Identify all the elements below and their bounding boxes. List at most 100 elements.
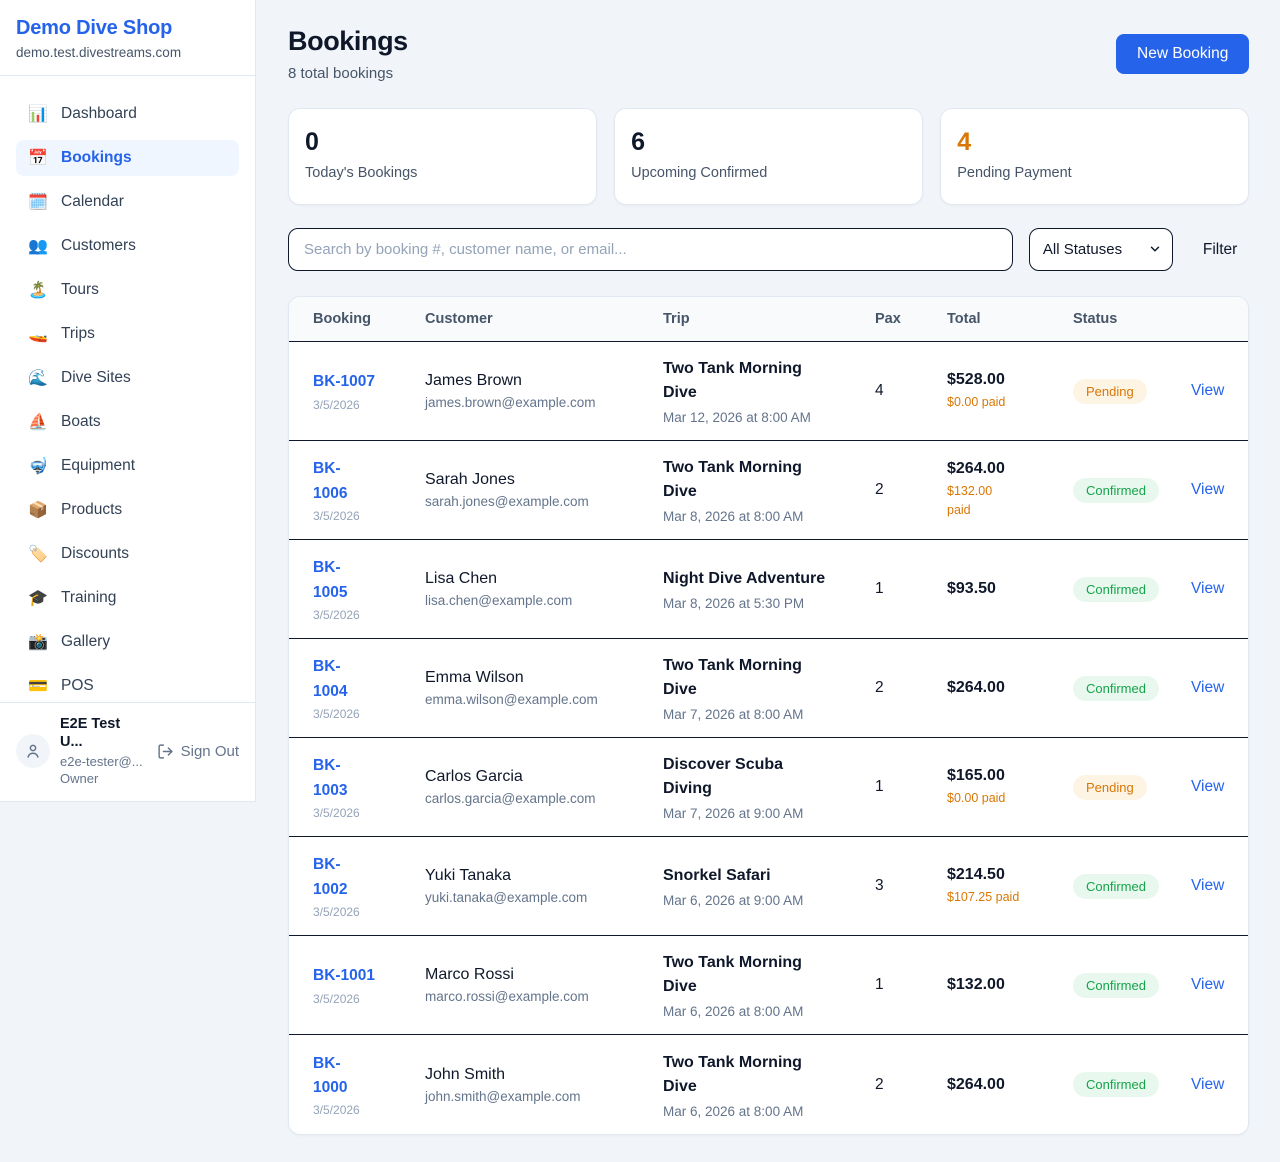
booking-id-link[interactable]: BK- 1004 bbox=[313, 658, 348, 700]
credit-card-icon: 💳 bbox=[28, 678, 48, 695]
trip-datetime: Mar 12, 2026 at 8:00 AM bbox=[663, 410, 811, 425]
trip-name: Two Tank Morning Dive bbox=[663, 954, 802, 995]
booking-id-link[interactable]: BK- 1003 bbox=[313, 757, 348, 799]
sidebar-item-dashboard[interactable]: 📊 Dashboard bbox=[28, 105, 137, 123]
booking-cell: BK- 1005 3/5/2026 bbox=[313, 556, 425, 621]
paid-amount: $0.00 paid bbox=[947, 394, 1006, 409]
status-cell: Confirmed bbox=[1073, 972, 1191, 998]
total-cell: $93.50 bbox=[947, 580, 1073, 598]
table-row: BK- 1000 3/5/2026 John Smith john.smith@… bbox=[289, 1035, 1248, 1134]
sidebar-item-bookings[interactable]: 📅 Bookings bbox=[16, 140, 239, 176]
total-cell: $264.00 bbox=[947, 1076, 1073, 1094]
trip-datetime: Mar 7, 2026 at 8:00 AM bbox=[663, 707, 804, 722]
status-badge: Pending bbox=[1073, 378, 1147, 404]
sign-out-button[interactable]: Sign Out bbox=[157, 743, 239, 760]
table-row: BK- 1002 3/5/2026 Yuki Tanaka yuki.tanak… bbox=[289, 837, 1249, 936]
sidebar-item-gallery[interactable]: 📸 Gallery bbox=[28, 633, 111, 651]
pax-count: 4 bbox=[875, 382, 884, 399]
view-booking-link[interactable]: View bbox=[1191, 877, 1225, 894]
column-header-trip: Trip bbox=[663, 311, 690, 327]
booking-date: 3/5/2026 bbox=[313, 904, 360, 919]
customer-email: james.brown@example.com bbox=[425, 395, 596, 410]
customer-email: emma.wilson@example.com bbox=[425, 692, 598, 707]
booking-id-link[interactable]: BK- 1002 bbox=[313, 856, 348, 898]
status-badge: Confirmed bbox=[1073, 1072, 1159, 1097]
total-amount: $264.00 bbox=[947, 1075, 1005, 1093]
package-icon: 📦 bbox=[28, 502, 48, 519]
column-header-booking: Booking bbox=[313, 311, 371, 327]
sidebar-item-trips[interactable]: 🚤 Trips bbox=[28, 325, 95, 343]
booking-cell: BK- 1006 3/5/2026 bbox=[313, 457, 425, 522]
status-cell: Pending bbox=[1073, 378, 1191, 404]
booking-id-link[interactable]: BK-1007 bbox=[313, 373, 376, 391]
stat-value: 0 bbox=[305, 128, 319, 156]
trip-name: Snorkel Safari bbox=[663, 867, 771, 884]
logout-icon bbox=[158, 744, 173, 759]
filter-button[interactable]: Filter bbox=[1202, 240, 1238, 258]
pax-count: 2 bbox=[875, 679, 884, 696]
sidebar-item-pos[interactable]: 💳 POS bbox=[28, 677, 94, 695]
view-booking-link[interactable]: View bbox=[1191, 580, 1225, 597]
sidebar: Demo Dive Shop demo.test.divestreams.com… bbox=[0, 0, 256, 802]
sidebar-item-training[interactable]: 🎓 Training bbox=[28, 589, 117, 607]
pax-count: 1 bbox=[875, 778, 884, 795]
view-booking-link[interactable]: View bbox=[1191, 1075, 1225, 1093]
total-amount: $264.00 bbox=[947, 679, 1005, 696]
sidebar-item-tours[interactable]: 🏝️ Tours bbox=[28, 281, 99, 299]
trip-datetime: Mar 7, 2026 at 9:00 AM bbox=[663, 806, 804, 821]
sidebar-item-dive-sites[interactable]: 🌊 Dive Sites bbox=[28, 369, 131, 387]
booking-id-link[interactable]: BK- 1006 bbox=[313, 460, 348, 502]
sidebar-item-products[interactable]: 📦 Products bbox=[28, 501, 123, 519]
booking-cell: BK- 1002 3/5/2026 bbox=[313, 853, 425, 918]
sidebar-item-equipment[interactable]: 🤿 Equipment bbox=[28, 457, 136, 475]
booking-id-link[interactable]: BK- 1000 bbox=[313, 1054, 348, 1096]
customer-cell: James Brown james.brown@example.com bbox=[425, 372, 663, 410]
customer-name: John Smith bbox=[425, 1065, 506, 1083]
user-icon bbox=[27, 744, 39, 758]
actions-cell: View bbox=[1191, 382, 1224, 400]
people-icon: 👥 bbox=[28, 238, 48, 255]
view-booking-link[interactable]: View bbox=[1191, 976, 1225, 993]
total-amount: $264.00 bbox=[947, 460, 1005, 478]
stat-card-upcoming-confirmed: 6 Upcoming Confirmed bbox=[614, 108, 924, 205]
customer-name: Sarah Jones bbox=[425, 471, 515, 488]
booking-id-link[interactable]: BK- 1005 bbox=[313, 559, 348, 601]
column-header-status: Status bbox=[1073, 311, 1118, 327]
actions-cell: View bbox=[1191, 877, 1224, 895]
sidebar-item-customers[interactable]: 👥 Customers bbox=[28, 237, 136, 255]
booking-date: 3/5/2026 bbox=[313, 1103, 360, 1118]
customer-email: john.smith@example.com bbox=[425, 1088, 581, 1104]
page-header: Bookings 8 total bookings New Booking bbox=[288, 26, 1250, 82]
status-badge: Pending bbox=[1073, 774, 1147, 800]
status-badge: Confirmed bbox=[1073, 675, 1159, 701]
view-booking-link[interactable]: View bbox=[1191, 382, 1225, 399]
shop-name: Demo Dive Shop bbox=[16, 17, 173, 39]
table-row: BK- 1006 3/5/2026 Sarah Jones sarah.jone… bbox=[289, 441, 1249, 540]
trip-name: Two Tank Morning Dive bbox=[663, 360, 802, 401]
booking-date: 3/5/2026 bbox=[313, 508, 360, 523]
view-booking-link[interactable]: View bbox=[1191, 778, 1225, 795]
booking-cell: BK- 1000 3/5/2026 bbox=[313, 1052, 425, 1117]
customer-email: marco.rossi@example.com bbox=[425, 989, 589, 1004]
search-input[interactable] bbox=[288, 228, 1013, 271]
trip-datetime: Mar 6, 2026 at 8:00 AM bbox=[663, 1103, 804, 1119]
sidebar-item-discounts[interactable]: 🏷️ Discounts bbox=[28, 545, 130, 563]
status-cell: Confirmed bbox=[1073, 675, 1191, 701]
status-select[interactable]: All Statuses bbox=[1028, 228, 1173, 271]
total-amount: $528.00 bbox=[947, 370, 1005, 388]
sidebar-item-boats[interactable]: ⛵ Boats bbox=[28, 413, 101, 431]
customer-name: Yuki Tanaka bbox=[425, 867, 511, 884]
calendar-icon: 📅 bbox=[28, 150, 48, 167]
table-row: BK- 1004 3/5/2026 Emma Wilson emma.wilso… bbox=[289, 639, 1249, 738]
status-badge: Confirmed bbox=[1073, 873, 1159, 899]
new-booking-button[interactable]: New Booking bbox=[1116, 34, 1250, 74]
sidebar-nav: 📊 Dashboard 📅 Bookings 🗓️ Calendar 👥 Cus… bbox=[0, 76, 255, 732]
sidebar-item-calendar[interactable]: 🗓️ Calendar bbox=[28, 193, 124, 211]
actions-cell: View bbox=[1191, 1076, 1224, 1094]
trip-cell: Two Tank Morning Dive Mar 12, 2026 at 8:… bbox=[663, 357, 875, 425]
booking-date: 3/5/2026 bbox=[313, 397, 360, 412]
customer-name: Emma Wilson bbox=[425, 669, 524, 686]
view-booking-link[interactable]: View bbox=[1191, 481, 1225, 498]
view-booking-link[interactable]: View bbox=[1191, 679, 1225, 696]
booking-id-link[interactable]: BK-1001 bbox=[313, 967, 376, 985]
